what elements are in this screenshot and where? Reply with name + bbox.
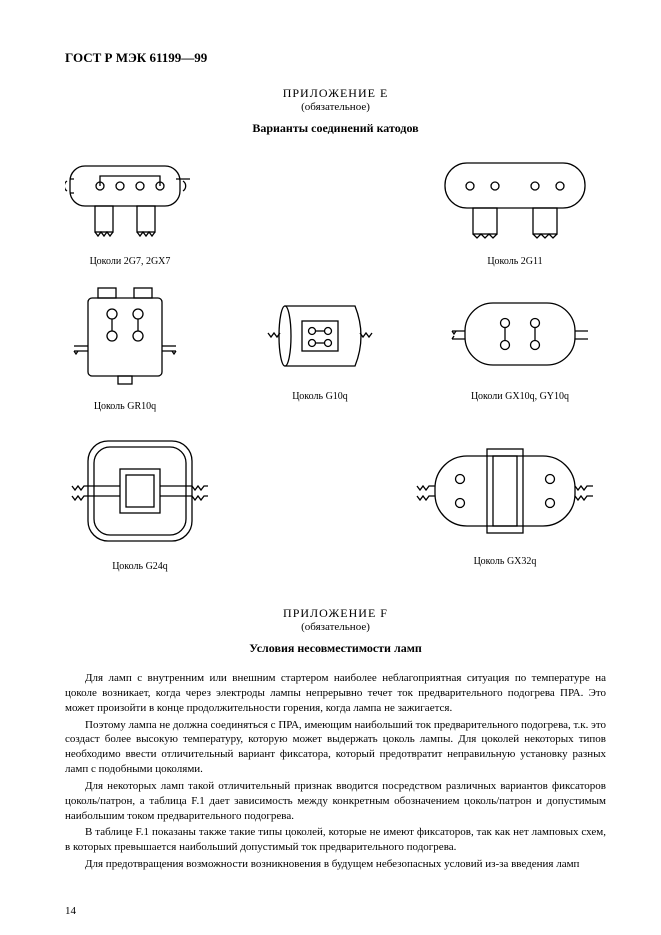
page-number: 14	[65, 905, 76, 917]
caption-7: Цоколь GX32q	[415, 556, 595, 567]
caption-1: Цоколи 2G7, 2GX7	[65, 256, 195, 267]
page: ГОСТ Р МЭК 61199—99 ПРИЛОЖЕНИЕ Е (обязат…	[0, 0, 661, 935]
figure-g10q: Цоколь G10q	[260, 291, 380, 402]
figure-2g11: Цоколь 2G11	[435, 151, 595, 267]
figure-gx10q: Цоколи GX10q, GY10q	[450, 291, 590, 402]
doc-id: ГОСТ Р МЭК 61199—99	[65, 50, 606, 66]
para-1: Для ламп с внутренним или внешним старте…	[65, 671, 606, 716]
para-5: Для предотвращения возможности возникнов…	[65, 857, 606, 872]
figures-area: Цоколи 2G7, 2GX7 Цоколь 2G11	[65, 151, 605, 581]
appendix-e-title: ПРИЛОЖЕНИЕ Е	[65, 86, 606, 101]
caption-4: Цоколь G10q	[260, 391, 380, 402]
caption-6: Цоколь G24q	[70, 561, 210, 572]
caption-3: Цоколь GR10q	[70, 401, 180, 412]
figure-gx32q: Цоколь GX32q	[415, 441, 595, 567]
appendix-f-title: ПРИЛОЖЕНИЕ F	[65, 606, 606, 621]
figure-gr10q: Цоколь GR10q	[70, 286, 180, 412]
para-4: В таблице F.1 показаны также такие типы …	[65, 825, 606, 855]
appendix-e-heading: Варианты соединений катодов	[65, 121, 606, 136]
para-2: Поэтому лампа не должна соединяться с ПР…	[65, 718, 606, 777]
figure-2g7: Цоколи 2G7, 2GX7	[65, 151, 195, 267]
caption-5: Цоколи GX10q, GY10q	[450, 391, 590, 402]
appendix-f-mandatory: (обязательное)	[65, 621, 606, 633]
para-3: Для некоторых ламп такой отличительный п…	[65, 779, 606, 824]
body-text: Для ламп с внутренним или внешним старте…	[65, 671, 606, 872]
appendix-e-mandatory: (обязательное)	[65, 101, 606, 113]
appendix-f-heading: Условия несовместимости ламп	[65, 641, 606, 656]
figure-g24q: Цоколь G24q	[70, 431, 210, 572]
caption-2: Цоколь 2G11	[435, 256, 595, 267]
